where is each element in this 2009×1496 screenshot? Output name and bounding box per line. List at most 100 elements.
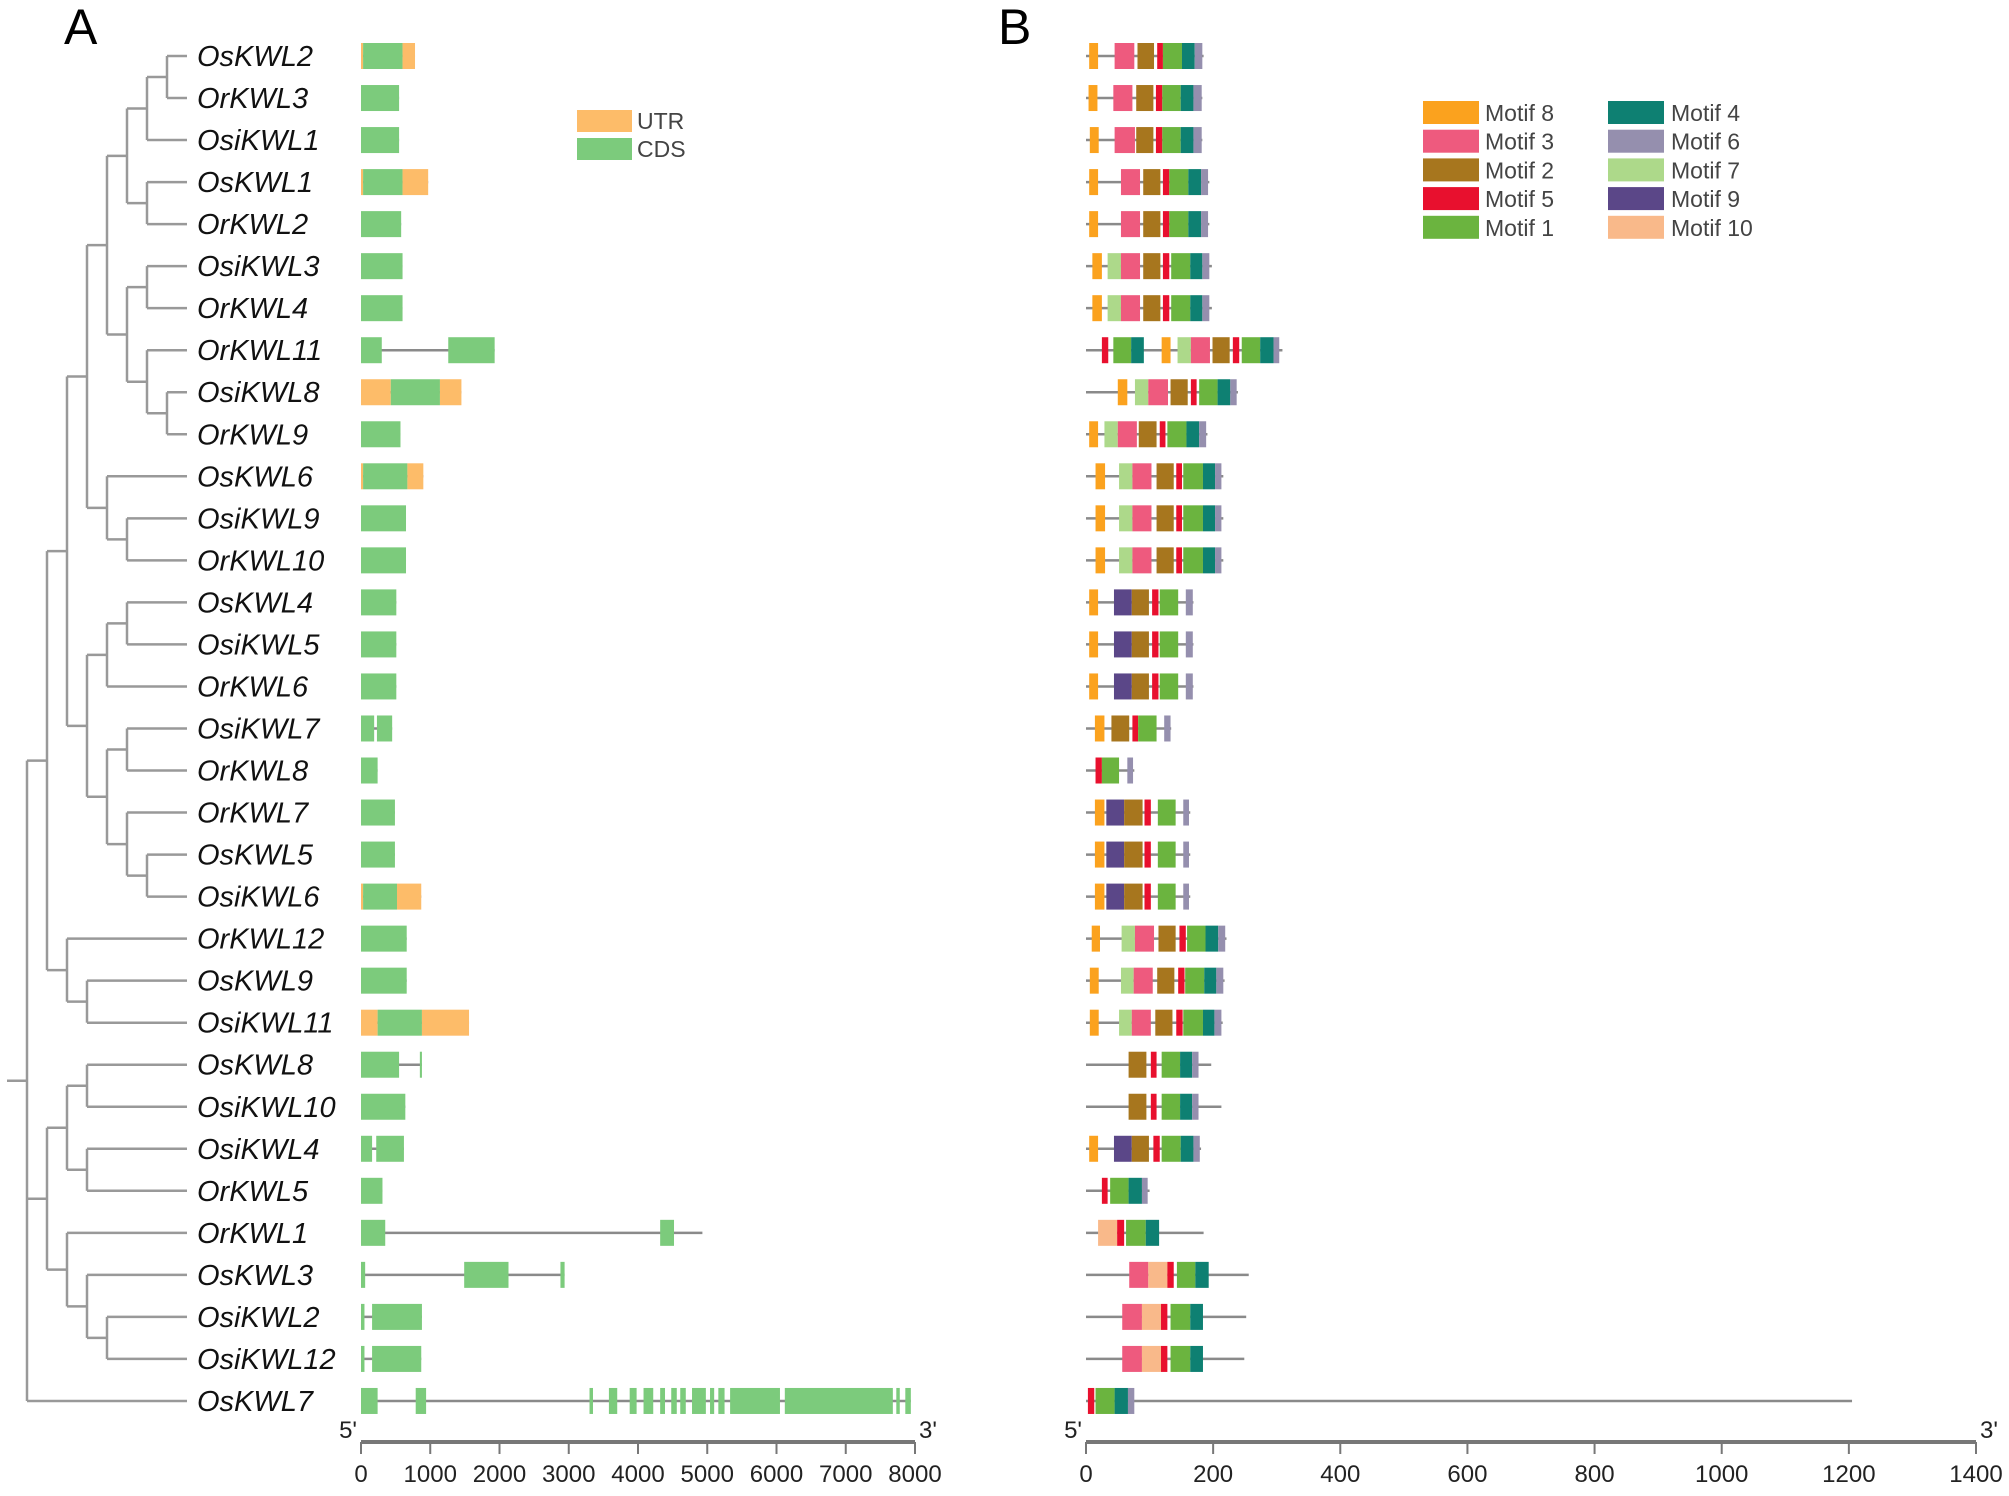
cds-segment [361, 295, 403, 322]
cds-segment [361, 421, 401, 448]
gene-label: OsKWL9 [197, 966, 313, 998]
motif-row [1086, 1009, 1223, 1036]
motif-6-box [1193, 127, 1202, 154]
cds-segment [660, 1219, 675, 1246]
motif-1-box [1159, 589, 1179, 616]
gene-label: OsiKWL9 [197, 503, 319, 535]
motif-3-box [1133, 967, 1153, 994]
motif-row [1086, 841, 1191, 868]
motif-2-box [1156, 547, 1174, 574]
legend-swatch-motif-8 [1423, 101, 1479, 124]
cds-segment [361, 337, 382, 364]
motif-3-box [1117, 421, 1137, 448]
cds-segment [680, 1387, 686, 1414]
cds-segment [905, 1387, 911, 1414]
motif-3-box [1122, 1345, 1142, 1372]
cds-segment [671, 1387, 677, 1414]
motif-4-box [1217, 379, 1231, 406]
gene-structure-row [361, 337, 495, 364]
motif-8-box [1089, 211, 1099, 238]
gene-label: OsiKWL1 [197, 125, 319, 157]
motif-6-box [1193, 85, 1202, 112]
motif-5-box [1176, 1009, 1183, 1036]
motif-1-box [1183, 547, 1203, 574]
gene-structure-row [361, 883, 422, 910]
motif-1-box [1187, 925, 1206, 952]
motif-5-box [1162, 253, 1170, 280]
legend-swatch-motif-7 [1608, 158, 1664, 182]
motif-2-box [1131, 673, 1149, 700]
motif-row [1086, 1345, 1245, 1372]
motif-1-box [1162, 85, 1181, 112]
motif-8-box [1089, 43, 1099, 69]
motif-5-box [1167, 1261, 1174, 1288]
motif-row [1086, 673, 1194, 700]
motif-5-box [1190, 379, 1197, 406]
motif-row [1086, 1261, 1249, 1288]
motif-8-box [1092, 253, 1102, 280]
motif-8-box [1089, 589, 1099, 616]
cds-segment [361, 1219, 386, 1246]
motif-4-box [1114, 1387, 1128, 1414]
gene-label: OsKWL3 [197, 1260, 313, 1292]
gene-structure-row [361, 1261, 565, 1288]
gene-structure-row [361, 253, 403, 280]
motif-3-box [1148, 379, 1169, 406]
motif-row [1086, 295, 1212, 322]
cds-segment [376, 715, 393, 742]
motif-1-box [1199, 379, 1218, 406]
motif-9-box [1113, 673, 1132, 700]
cds-segment [464, 1261, 509, 1288]
motif-row [1086, 715, 1172, 742]
cds-segment [361, 1303, 365, 1330]
cds-segment [718, 1387, 725, 1414]
motif-6-box [1127, 757, 1134, 784]
axis-3prime-label: 3' [1980, 1417, 1998, 1444]
gene-label: OsiKWL6 [197, 882, 320, 914]
motif-4-box [1202, 1009, 1215, 1036]
cds-segment [361, 1051, 400, 1078]
gene-label: OrKWL4 [197, 293, 308, 325]
motif-row [1086, 1177, 1150, 1204]
cds-segment [361, 799, 395, 826]
motif-1-box [1171, 295, 1191, 322]
motif-8-box [1117, 379, 1128, 406]
motif-5-box [1162, 211, 1170, 238]
gene-structure-row [361, 211, 402, 238]
motif-2-box [1124, 883, 1143, 910]
motif-8-box [1095, 463, 1106, 490]
motif-5-box [1095, 757, 1102, 784]
motif-8-box [1161, 337, 1171, 364]
cds-segment [361, 1177, 383, 1204]
motif-1-box [1183, 1009, 1203, 1036]
motif-6-box [1127, 1387, 1135, 1414]
motif-8-box [1089, 673, 1099, 700]
gene-label: OsiKWL10 [197, 1092, 336, 1124]
cds-segment [361, 505, 407, 532]
motif-1-box [1171, 253, 1191, 280]
cds-segment [896, 1387, 900, 1414]
cds-segment [361, 547, 407, 574]
motif-2-box [1155, 1009, 1173, 1036]
gene-structure-row [361, 715, 393, 742]
gene-structure-row [361, 841, 395, 868]
cds-segment [377, 1009, 422, 1036]
legend-swatch-utr [577, 110, 632, 132]
motif-row [1086, 337, 1283, 364]
motif-5-box [1176, 547, 1182, 574]
gene-label: OrKWL12 [197, 924, 324, 956]
gene-label: OsKWL1 [197, 167, 313, 199]
gene-structure-row [361, 547, 407, 574]
motif-5-box [1117, 1219, 1125, 1246]
motif-5-box [1157, 43, 1163, 69]
motif-1-box [1161, 1051, 1181, 1078]
motif-5-box [1144, 883, 1151, 910]
motif-1-box [1185, 967, 1205, 994]
axis-tick-label: 2000 [473, 1461, 526, 1488]
cds-segment [361, 757, 378, 784]
motif-4-box [1180, 85, 1194, 112]
motif-6-box [1185, 673, 1193, 700]
motif-6-box [1202, 295, 1210, 322]
motif-6-box [1218, 925, 1226, 952]
utr-segment [439, 379, 462, 406]
